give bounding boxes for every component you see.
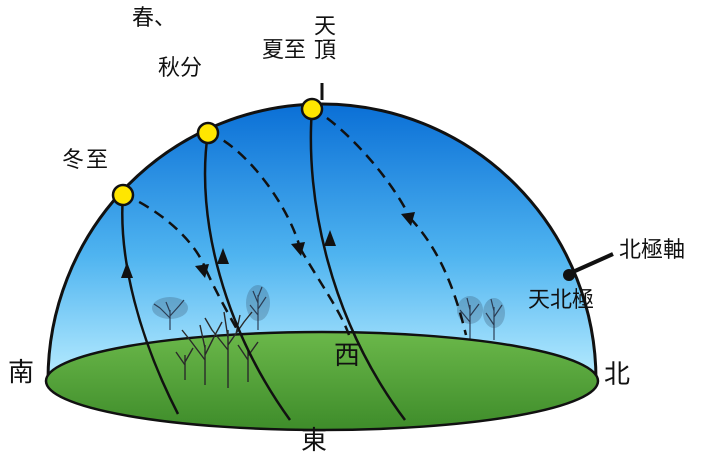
horizon-ground bbox=[44, 330, 600, 432]
label-zenith: 天頂 bbox=[310, 14, 335, 62]
label-summer-solstice: 夏至 bbox=[262, 38, 307, 63]
sun-equinox bbox=[196, 121, 220, 145]
label-south: 南 bbox=[8, 358, 35, 388]
celestial-north-pole-dot bbox=[563, 269, 575, 281]
sun-winter-solstice bbox=[111, 183, 135, 207]
sun-summer-solstice bbox=[300, 97, 324, 121]
label-equinox-line1: 春、 bbox=[132, 6, 177, 31]
north-pole-axis-pointer bbox=[574, 252, 614, 273]
sun-path-arcs-solid bbox=[121, 107, 407, 421]
label-north: 北 bbox=[604, 360, 631, 390]
sun-path-arcs-dashed bbox=[122, 106, 468, 336]
trees-near bbox=[175, 311, 259, 388]
label-winter-solstice: 冬至 bbox=[62, 148, 111, 173]
label-celestial-north-pole: 天北極 bbox=[528, 288, 595, 313]
trees-far bbox=[152, 285, 505, 340]
label-equinox-line2: 秋分 bbox=[158, 56, 203, 81]
label-west: 西 bbox=[334, 341, 361, 371]
direction-arrows bbox=[121, 212, 415, 278]
label-north-pole-axis: 北極軸 bbox=[619, 238, 686, 263]
label-east: 東 bbox=[301, 426, 328, 456]
